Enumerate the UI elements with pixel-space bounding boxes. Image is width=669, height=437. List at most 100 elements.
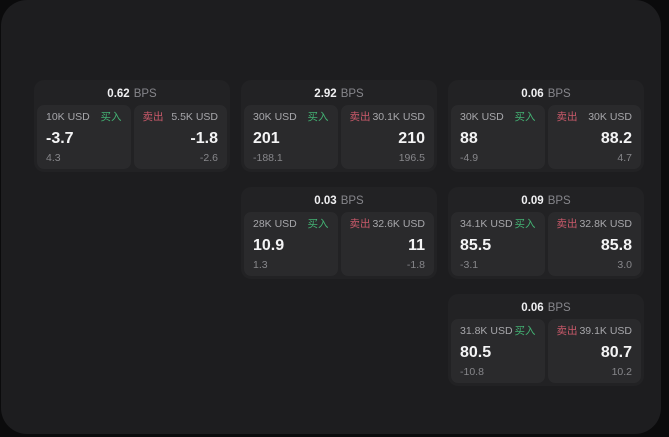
buy-notional: 31.8K USD bbox=[460, 325, 513, 337]
quote-tiles: 30K USD 买入 201 -188.1 卖出 30.1K USD 210 1… bbox=[244, 105, 434, 169]
sell-change: 4.7 bbox=[617, 151, 632, 164]
buy-label: 买入 bbox=[307, 111, 329, 123]
sell-price: 210 bbox=[398, 129, 425, 147]
quote-card: 0.06 BPS 31.8K USD 买入 80.5 -10.8 卖出 39.1… bbox=[448, 294, 644, 386]
quote-card: 2.92 BPS 30K USD 买入 201 -188.1 卖出 30.1K … bbox=[241, 80, 437, 172]
sell-label: 卖出 bbox=[349, 218, 371, 230]
buy-notional: 28K USD bbox=[253, 218, 297, 230]
sell-change: -2.6 bbox=[199, 151, 218, 164]
buy-tile-header: 34.1K USD 买入 bbox=[460, 219, 536, 230]
sell-tile[interactable]: 卖出 30K USD 88.2 4.7 bbox=[547, 105, 641, 169]
card-header: 0.06 BPS bbox=[451, 82, 641, 105]
sell-change: 196.5 bbox=[398, 151, 425, 164]
buy-notional: 34.1K USD bbox=[460, 218, 513, 230]
card-header: 2.92 BPS bbox=[244, 82, 434, 105]
sell-change: 10.2 bbox=[611, 365, 632, 378]
bps-unit-label: BPS bbox=[340, 194, 364, 207]
bps-unit-label: BPS bbox=[340, 87, 364, 100]
buy-notional: 30K USD bbox=[460, 111, 504, 123]
quote-tiles: 30K USD 买入 88 -4.9 卖出 30K USD 88.2 4.7 bbox=[451, 105, 641, 169]
buy-change: 4.3 bbox=[46, 151, 61, 164]
buy-tile-header: 28K USD 买入 bbox=[253, 219, 329, 230]
sell-label: 卖出 bbox=[142, 111, 164, 123]
buy-price: 201 bbox=[253, 129, 280, 147]
bps-unit-label: BPS bbox=[547, 87, 571, 100]
buy-tile[interactable]: 28K USD 买入 10.9 1.3 bbox=[244, 212, 338, 276]
buy-label: 买入 bbox=[514, 325, 536, 337]
sell-notional: 30.1K USD bbox=[372, 111, 425, 123]
quote-tiles: 31.8K USD 买入 80.5 -10.8 卖出 39.1K USD 80.… bbox=[451, 319, 641, 383]
buy-tile[interactable]: 31.8K USD 买入 80.5 -10.8 bbox=[451, 319, 545, 383]
bps-value: 0.62 bbox=[107, 87, 130, 100]
buy-change: 1.3 bbox=[253, 258, 268, 271]
buy-label: 买入 bbox=[307, 218, 329, 230]
buy-price: 10.9 bbox=[253, 236, 285, 254]
sell-tile[interactable]: 卖出 32.8K USD 85.8 3.0 bbox=[547, 212, 641, 276]
bps-value: 0.03 bbox=[314, 194, 337, 207]
sell-tile-header: 卖出 5.5K USD bbox=[143, 112, 219, 123]
quote-tiles: 34.1K USD 买入 85.5 -3.1 卖出 32.8K USD 85.8… bbox=[451, 212, 641, 276]
bps-unit-label: BPS bbox=[133, 87, 157, 100]
buy-tile-header: 30K USD 买入 bbox=[253, 112, 329, 123]
buy-price: 80.5 bbox=[460, 343, 492, 361]
buy-price: 85.5 bbox=[460, 236, 492, 254]
card-header: 0.03 BPS bbox=[244, 189, 434, 212]
sell-price: 88.2 bbox=[600, 129, 632, 147]
quote-tiles: 10K USD 买入 -3.7 4.3 卖出 5.5K USD -1.8 -2.… bbox=[37, 105, 227, 169]
sell-notional: 32.6K USD bbox=[372, 218, 425, 230]
sell-label: 卖出 bbox=[556, 111, 578, 123]
buy-change: -10.8 bbox=[460, 365, 484, 378]
buy-label: 买入 bbox=[100, 111, 122, 123]
sell-notional: 32.8K USD bbox=[579, 218, 632, 230]
sell-label: 卖出 bbox=[349, 111, 371, 123]
sell-price: 85.8 bbox=[600, 236, 632, 254]
sell-tile[interactable]: 卖出 5.5K USD -1.8 -2.6 bbox=[133, 105, 227, 169]
sell-price: 80.7 bbox=[600, 343, 632, 361]
buy-label: 买入 bbox=[514, 111, 536, 123]
bps-value: 0.06 bbox=[521, 301, 544, 314]
sell-tile-header: 卖出 32.8K USD bbox=[557, 219, 633, 230]
sell-price: -1.8 bbox=[190, 129, 218, 147]
buy-tile-header: 10K USD 买入 bbox=[46, 112, 122, 123]
buy-tile[interactable]: 30K USD 买入 201 -188.1 bbox=[244, 105, 338, 169]
bps-value: 0.09 bbox=[521, 194, 544, 207]
buy-price: -3.7 bbox=[46, 129, 74, 147]
quote-card: 0.03 BPS 28K USD 买入 10.9 1.3 卖出 32.6K US… bbox=[241, 187, 437, 279]
sell-tile-header: 卖出 30K USD bbox=[557, 112, 633, 123]
buy-tile[interactable]: 10K USD 买入 -3.7 4.3 bbox=[37, 105, 131, 169]
buy-change: -4.9 bbox=[460, 151, 479, 164]
card-header: 0.62 BPS bbox=[37, 82, 227, 105]
app-panel: 0.62 BPS 10K USD 买入 -3.7 4.3 卖出 5.5K USD bbox=[1, 0, 661, 434]
bps-unit-label: BPS bbox=[547, 301, 571, 314]
buy-notional: 30K USD bbox=[253, 111, 297, 123]
buy-notional: 10K USD bbox=[46, 111, 90, 123]
sell-notional: 30K USD bbox=[588, 111, 632, 123]
buy-price: 88 bbox=[460, 129, 478, 147]
sell-change: -1.8 bbox=[406, 258, 425, 271]
sell-tile[interactable]: 卖出 39.1K USD 80.7 10.2 bbox=[547, 319, 641, 383]
sell-tile-header: 卖出 30.1K USD bbox=[350, 112, 426, 123]
quote-card: 0.09 BPS 34.1K USD 买入 85.5 -3.1 卖出 32.8K… bbox=[448, 187, 644, 279]
buy-label: 买入 bbox=[514, 218, 536, 230]
sell-notional: 5.5K USD bbox=[171, 111, 218, 123]
sell-change: 3.0 bbox=[617, 258, 632, 271]
buy-change: -188.1 bbox=[253, 151, 283, 164]
bps-value: 0.06 bbox=[521, 87, 544, 100]
buy-change: -3.1 bbox=[460, 258, 479, 271]
sell-tile-header: 卖出 39.1K USD bbox=[557, 326, 633, 337]
quote-tiles: 28K USD 买入 10.9 1.3 卖出 32.6K USD 11 -1.8 bbox=[244, 212, 434, 276]
sell-tile[interactable]: 卖出 32.6K USD 11 -1.8 bbox=[340, 212, 434, 276]
card-header: 0.06 BPS bbox=[451, 296, 641, 319]
quote-card: 0.06 BPS 30K USD 买入 88 -4.9 卖出 30K USD bbox=[448, 80, 644, 172]
quote-grid: 0.62 BPS 10K USD 买入 -3.7 4.3 卖出 5.5K USD bbox=[34, 80, 644, 386]
sell-price: 11 bbox=[408, 236, 425, 254]
sell-tile[interactable]: 卖出 30.1K USD 210 196.5 bbox=[340, 105, 434, 169]
sell-label: 卖出 bbox=[556, 325, 578, 337]
sell-label: 卖出 bbox=[556, 218, 578, 230]
buy-tile[interactable]: 34.1K USD 买入 85.5 -3.1 bbox=[451, 212, 545, 276]
buy-tile-header: 31.8K USD 买入 bbox=[460, 326, 536, 337]
bps-value: 2.92 bbox=[314, 87, 337, 100]
buy-tile[interactable]: 30K USD 买入 88 -4.9 bbox=[451, 105, 545, 169]
sell-tile-header: 卖出 32.6K USD bbox=[350, 219, 426, 230]
buy-tile-header: 30K USD 买入 bbox=[460, 112, 536, 123]
